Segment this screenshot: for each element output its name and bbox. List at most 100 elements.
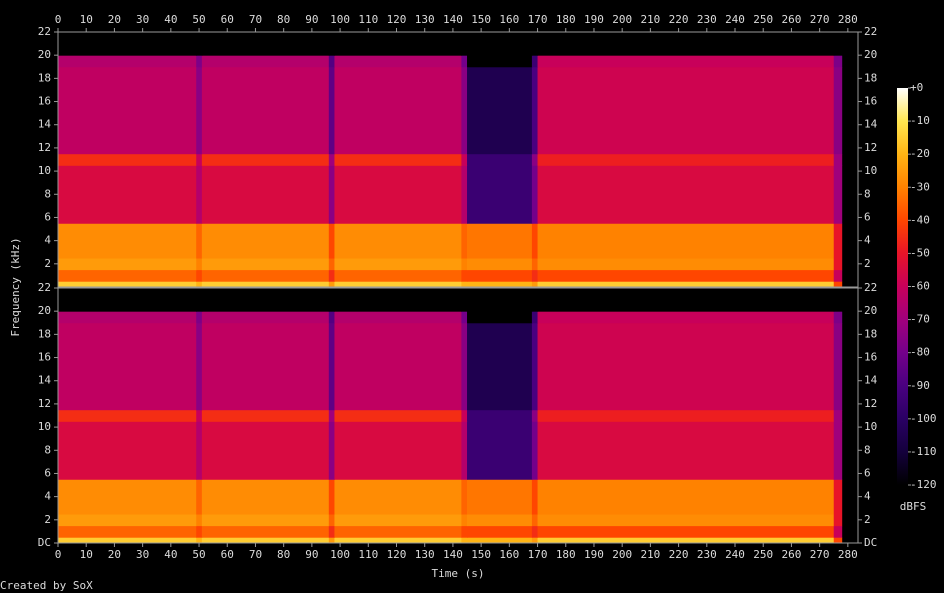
heatmap-cell (196, 223, 203, 259)
heatmap-cell (537, 223, 835, 259)
x-tick-label: 60 (221, 548, 234, 561)
heatmap-cell (334, 165, 462, 224)
x-tick-label: 260 (781, 13, 801, 26)
x-tick-label: 130 (415, 548, 435, 561)
heatmap-cell (196, 288, 203, 312)
x-tick-label: 40 (164, 548, 177, 561)
heatmap-cell (842, 288, 859, 312)
y-tick-label-right: 20 (864, 304, 877, 317)
heatmap-cell (842, 479, 859, 515)
heatmap-cell (833, 281, 843, 288)
heatmap-cell (201, 32, 330, 56)
y-tick-label: 4 (44, 234, 51, 247)
heatmap-cell (833, 525, 843, 538)
heatmap-cell (531, 421, 539, 480)
heatmap-cell (537, 514, 835, 527)
heatmap-cell (328, 525, 335, 538)
heatmap-cell (537, 322, 835, 411)
heatmap-cell (833, 311, 843, 324)
heatmap-cell (467, 165, 533, 224)
heatmap-cell (201, 66, 330, 155)
heatmap-cell (833, 288, 843, 312)
y-tick-label-right: 12 (864, 397, 877, 410)
heatmap-cell (334, 288, 462, 312)
y-tick-label-right: 6 (864, 466, 871, 479)
y-tick-label-right: 10 (864, 164, 877, 177)
y-tick-label: 18 (38, 327, 51, 340)
heatmap-cell (833, 514, 843, 527)
heatmap-cell (537, 409, 835, 422)
colorbar-tick-label: -70 (910, 313, 930, 326)
heatmap-cell (531, 525, 539, 538)
x-tick-label: 0 (55, 13, 62, 26)
x-tick-label: 30 (136, 548, 149, 561)
x-tick-label: 20 (108, 13, 121, 26)
heatmap-cell (334, 223, 462, 259)
x-tick-label: 80 (277, 13, 290, 26)
y-tick-label-right: 18 (864, 327, 877, 340)
heatmap-cell (328, 281, 335, 288)
x-tick-label: 220 (669, 13, 689, 26)
x-tick-label: 80 (277, 548, 290, 561)
y-tick-label-right: 18 (864, 71, 877, 84)
colorbar-tick-label: -20 (910, 147, 930, 160)
x-tick-label: 200 (612, 13, 632, 26)
x-tick-label: 180 (556, 13, 576, 26)
y-tick-label: 16 (38, 95, 51, 108)
heatmap-cell (537, 258, 835, 271)
heatmap-cell (833, 55, 843, 68)
heatmap-cell (334, 66, 462, 155)
x-tick-label: 30 (136, 13, 149, 26)
heatmap-cell (537, 479, 835, 515)
heatmap-cell (58, 409, 197, 422)
y-tick-label-right: 14 (864, 374, 878, 387)
heatmap-cell (531, 165, 539, 224)
heatmap-cell (833, 421, 843, 480)
heatmap-cell (196, 322, 203, 411)
heatmap-cell (537, 153, 835, 166)
y-tick-label-right: 4 (864, 234, 871, 247)
heatmap-cell (334, 409, 462, 422)
heatmap-cell (58, 153, 197, 166)
heatmap-cell (537, 525, 835, 538)
heatmap-cell (461, 288, 468, 312)
heatmap-cell (461, 311, 468, 324)
heatmap-cell (842, 223, 859, 259)
colorbar-tick-label: -80 (910, 346, 930, 359)
heatmap-cell (196, 153, 203, 166)
heatmap-cell (467, 153, 533, 166)
y-tick-label-right: 8 (864, 443, 871, 456)
heatmap-cell (833, 66, 843, 155)
heatmap-cell (328, 479, 335, 515)
x-tick-label: 10 (80, 548, 93, 561)
heatmap-cell (334, 55, 462, 68)
heatmap-cell (842, 165, 859, 224)
panel-frame (57, 31, 859, 288)
x-tick-label: 270 (810, 13, 830, 26)
heatmap-cell (328, 223, 335, 259)
heatmap-cell (467, 66, 533, 155)
x-tick-label: 200 (612, 548, 632, 561)
y-tick-label-right: DC (864, 536, 877, 549)
heatmap-cell (461, 537, 468, 544)
heatmap-cell (842, 269, 859, 282)
y-tick-label-right: 22 (864, 25, 877, 38)
heatmap-cell (842, 421, 859, 480)
heatmap-cell (531, 281, 539, 288)
x-tick-label: 280 (838, 13, 858, 26)
heatmap-cell (833, 409, 843, 422)
heatmap-cell (842, 409, 859, 422)
colorbar-tick-label: -100 (910, 412, 937, 425)
heatmap-cell (201, 421, 330, 480)
heatmap-cell (58, 66, 197, 155)
colorbar (897, 88, 908, 485)
x-tick-label: 50 (192, 548, 205, 561)
heatmap-cell (328, 537, 335, 544)
heatmap-cell (201, 281, 330, 288)
y-tick-label-right: 16 (864, 95, 877, 108)
heatmap-cell (833, 269, 843, 282)
heatmap-cell (531, 66, 539, 155)
y-tick-label: 10 (38, 164, 51, 177)
x-tick-label: 210 (640, 548, 660, 561)
heatmap-cell (334, 258, 462, 271)
